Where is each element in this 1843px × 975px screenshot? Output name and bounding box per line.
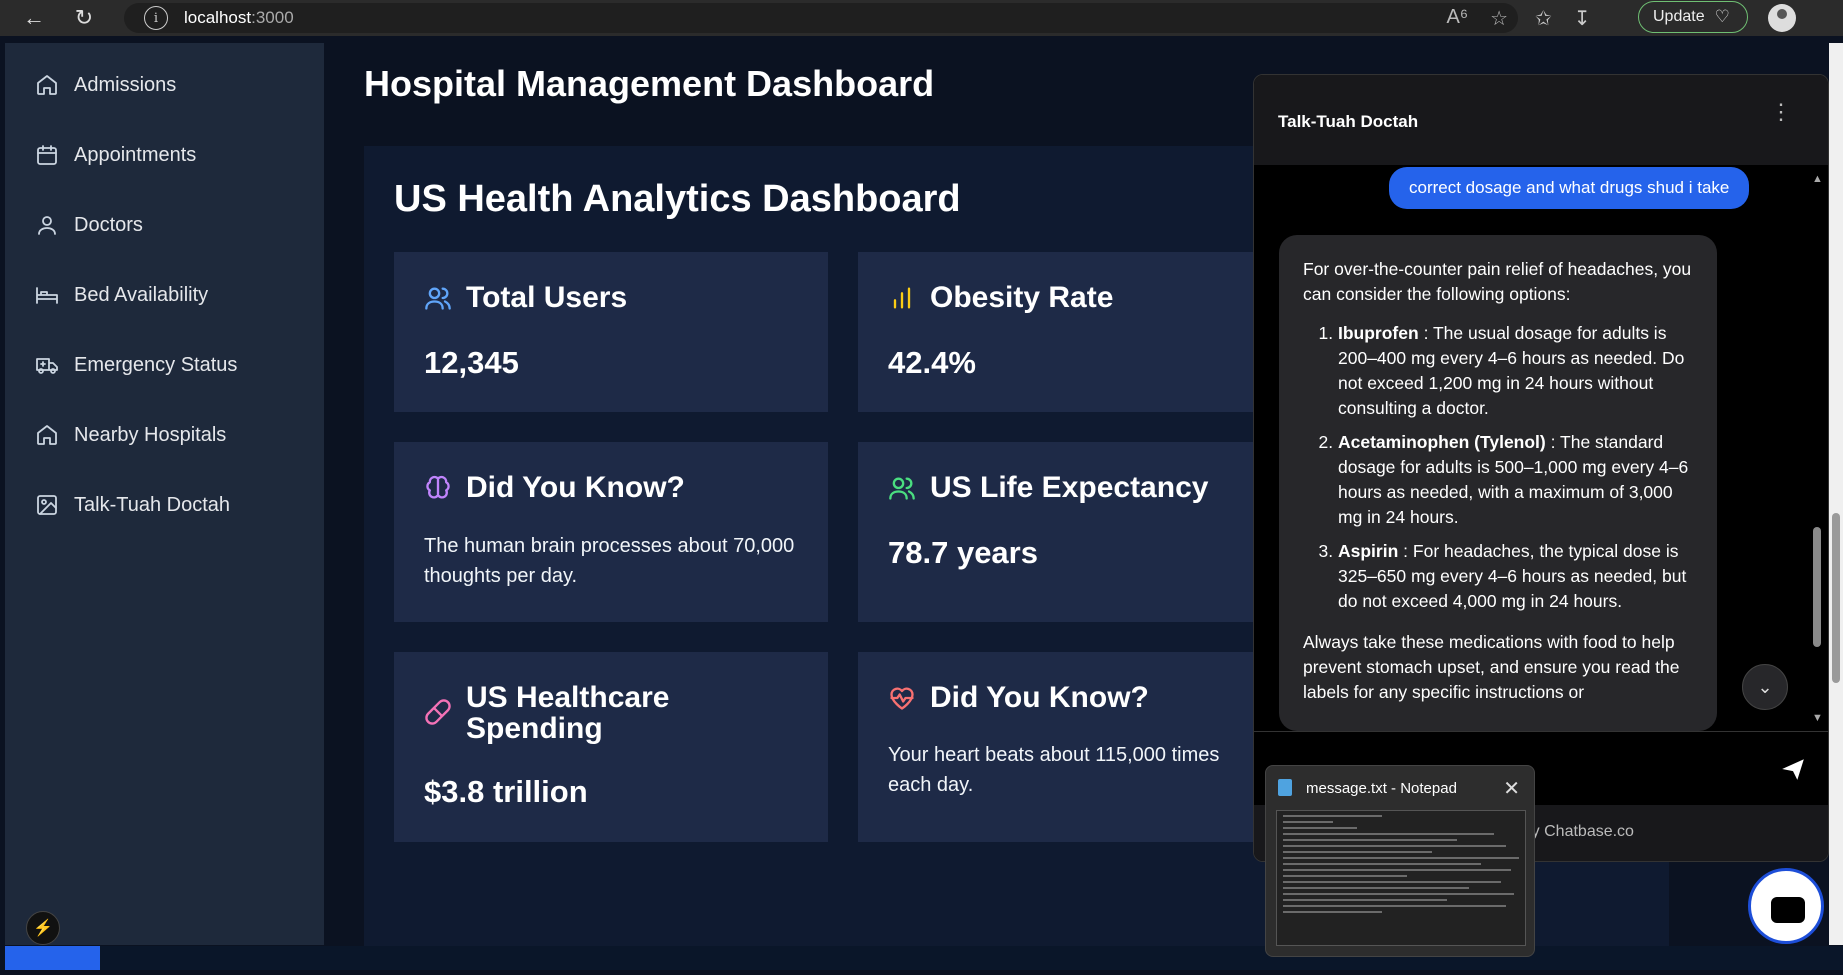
card-value: $3.8 trillion [424, 774, 588, 809]
card-text: The human brain processes about 70,000 t… [424, 535, 795, 587]
user-icon [38, 216, 56, 235]
bot-list-item: Acetaminophen (Tylenol) : The standard d… [1338, 430, 1693, 530]
url-text: localhost:3000 [184, 8, 294, 27]
card-did-you-know-heart: Did You Know? Your heart beats about 115… [858, 652, 1258, 842]
chat-icon [1771, 897, 1805, 923]
users-icon [889, 477, 915, 500]
bed-icon [36, 287, 58, 304]
sidebar-item-talk-tuah-doctah[interactable]: Talk-Tuah Doctah [5, 480, 324, 530]
powered-by[interactable]: By Chatbase.co [1521, 823, 1634, 840]
chat-launcher-button[interactable] [1748, 868, 1824, 944]
heart-icon: ♡ [1714, 7, 1730, 26]
scroll-down-button[interactable]: ⌄ [1742, 664, 1788, 710]
bolt-icon[interactable]: ⚡ [26, 911, 60, 945]
page-scrollbar-thumb[interactable] [1832, 513, 1840, 683]
card-text: Your heart beats about 115,000 times eac… [888, 744, 1220, 796]
page-title: Hospital Management Dashboard [364, 63, 935, 104]
card-title: Did You Know? [930, 681, 1149, 714]
ambulance-icon [36, 358, 58, 374]
bot-list-item: Aspirin : For headaches, the typical dos… [1338, 539, 1693, 614]
page-scrollbar[interactable] [1829, 43, 1843, 945]
card-life-expectancy: US Life Expectancy 78.7 years [858, 442, 1258, 622]
bot-list-item: Ibuprofen : The usual dosage for adults … [1338, 321, 1693, 421]
bot-outro: Always take these medications with food … [1303, 632, 1680, 702]
chat-title: Talk-Tuah Doctah [1278, 112, 1419, 131]
bot-list: Ibuprofen : The usual dosage for adults … [1303, 321, 1693, 614]
chat-widget: Talk-Tuah Doctah ⋮ correct dosage and wh… [1253, 74, 1829, 862]
sidebar-item-appointments[interactable]: Appointments [5, 130, 324, 180]
update-button[interactable]: Update ♡ [1638, 1, 1748, 33]
read-aloud-icon[interactable]: A⁶ [1446, 5, 1469, 28]
chevron-down-icon: ⌄ [1757, 676, 1773, 697]
favorites-icon[interactable]: ✩ [1535, 7, 1552, 30]
card-title: US Life Expectancy [930, 471, 1209, 504]
pill-icon [425, 699, 451, 725]
sidebar-item-emergency-status[interactable]: Emergency Status [5, 340, 324, 390]
notepad-title: message.txt - Notepad [1306, 780, 1457, 797]
bottom-bar [5, 946, 1843, 970]
card-value: 42.4% [888, 345, 976, 380]
card-did-you-know-brain: Did You Know? The human brain processes … [394, 442, 828, 622]
send-icon[interactable] [1780, 756, 1806, 782]
card-title: US Healthcare Spending [466, 681, 670, 745]
downloads-icon[interactable]: ↧ [1573, 7, 1591, 30]
close-icon[interactable]: ✕ [1503, 778, 1520, 800]
home-icon [37, 425, 57, 445]
bottom-bar-indicator [5, 946, 100, 970]
card-total-users: Total Users 12,345 [394, 252, 828, 412]
sidebar-item-doctors[interactable]: Doctors [5, 200, 324, 250]
card-title: Did You Know? [466, 471, 685, 504]
user-message: correct dosage and what drugs shud i tak… [1389, 167, 1750, 209]
profile-avatar[interactable] [1768, 4, 1796, 32]
notepad-thumbnail [1276, 810, 1526, 946]
more-options-icon[interactable]: ⋮ [1770, 99, 1792, 124]
sidebar-item-nearby-hospitals[interactable]: Nearby Hospitals [5, 410, 324, 460]
chat-header: Talk-Tuah Doctah ⋮ [1254, 75, 1828, 165]
card-healthcare-spending: US Healthcare Spending $3.8 trillion [394, 652, 828, 842]
heart-pulse-icon [890, 687, 914, 710]
bot-intro: For over-the-counter pain relief of head… [1303, 259, 1692, 304]
calendar-icon [37, 145, 57, 165]
card-obesity-rate: Obesity Rate 42.4% [858, 252, 1258, 412]
bot-message: For over-the-counter pain relief of head… [1279, 235, 1717, 731]
brain-icon [426, 475, 450, 499]
back-icon[interactable]: ← [23, 5, 45, 30]
bar-chart-icon [893, 287, 911, 309]
sidebar-item-bed-availability[interactable]: Bed Availability [5, 270, 324, 320]
card-value: 12,345 [424, 345, 519, 380]
site-info-icon[interactable]: i [144, 6, 168, 30]
card-title: Total Users [466, 281, 628, 314]
notepad-preview[interactable]: message.txt - Notepad ✕ [1265, 765, 1535, 957]
chat-scrollbar[interactable]: ▲ ▼ [1812, 173, 1823, 724]
favorite-star-icon[interactable]: ☆ [1490, 7, 1508, 30]
image-icon [37, 495, 57, 515]
notepad-icon [1278, 779, 1292, 796]
home-icon [37, 75, 57, 95]
address-bar[interactable]: i localhost:3000 A⁶ ☆ [124, 3, 1518, 33]
users-icon [425, 287, 451, 310]
card-value: 78.7 years [888, 535, 1038, 570]
chat-scrollbar-thumb[interactable] [1813, 527, 1821, 647]
reload-icon[interactable]: ↻ [74, 5, 94, 30]
card-title: Obesity Rate [930, 281, 1114, 314]
sidebar: Admissions Appointments Doctors Bed Avai… [5, 43, 324, 945]
browser-toolbar: ← ↻ i localhost:3000 A⁶ ☆ ✩ ↧ Update ♡ [0, 0, 1843, 36]
panel-title: US Health Analytics Dashboard [394, 178, 961, 220]
sidebar-item-admissions[interactable]: Admissions [5, 60, 324, 110]
